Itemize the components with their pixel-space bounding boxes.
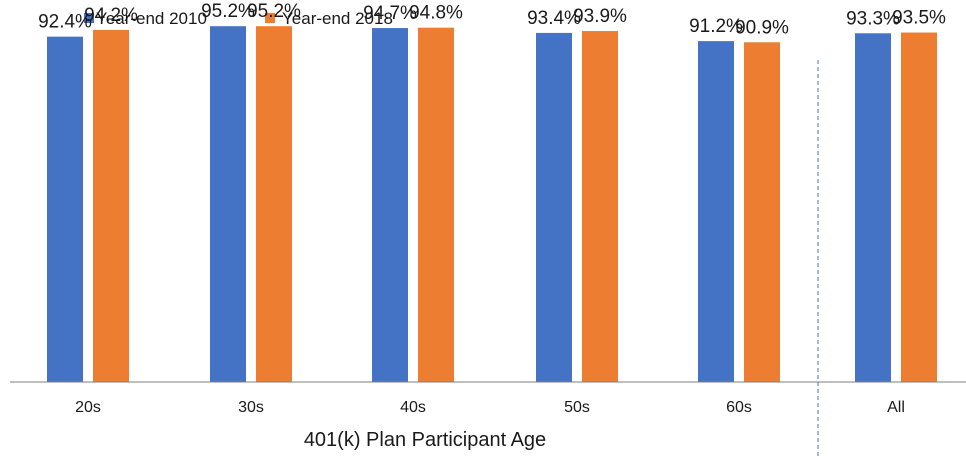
x-tick-label-50s: 50s xyxy=(564,399,590,416)
legend-item-2018: Year-end 2018 xyxy=(265,9,393,28)
legend: Year-end 2010 Year-end 2018 xyxy=(84,9,393,28)
x-tick-label-60s: 60s xyxy=(726,399,752,416)
x-axis-title: 401(k) Plan Participant Age xyxy=(304,429,546,451)
legend-item-2010: Year-end 2010 xyxy=(84,9,207,28)
bar-2018-50s xyxy=(582,31,618,383)
data-label-2018-50s: 93.9% xyxy=(573,6,627,27)
data-label-2010-all: 93.3% xyxy=(846,8,900,29)
bar-2010-20s xyxy=(47,36,83,382)
bar-2010-30s xyxy=(210,26,246,382)
bar-2018-all xyxy=(901,32,937,382)
bar-2018-60s xyxy=(744,42,780,382)
bar-2010-50s xyxy=(536,32,572,382)
plot-area: 92.4%94.2% 20s 95.2%95.2% 30s 94.7%94.8% 40s 9… xyxy=(38,1,946,416)
data-label-2018-all: 93.5% xyxy=(892,8,946,29)
data-label-2010-20s: 92.4% xyxy=(38,12,92,33)
bar-2018-30s xyxy=(256,26,292,382)
bar-2010-40s xyxy=(372,28,408,383)
x-tick-label-30s: 30s xyxy=(238,399,264,416)
bar-2018-20s xyxy=(93,29,129,383)
legend-swatch-2018 xyxy=(265,13,275,23)
data-label-2010-40s: 94.7% xyxy=(363,3,417,24)
data-label-2018-60s: 90.9% xyxy=(735,17,789,38)
data-label-2018-30s: 95.2% xyxy=(247,1,301,22)
legend-label-2010: Year-end 2010 xyxy=(96,9,207,28)
x-tick-label-40s: 40s xyxy=(400,399,426,416)
x-tick-label-20s: 20s xyxy=(75,399,101,416)
x-tick-label-all: All xyxy=(887,399,905,416)
bar-2010-60s xyxy=(698,41,734,382)
data-label-2018-40s: 94.8% xyxy=(409,3,463,24)
data-label-2010-30s: 95.2% xyxy=(201,1,255,22)
data-label-2010-50s: 93.4% xyxy=(527,8,581,29)
data-label-2010-60s: 91.2% xyxy=(689,16,743,37)
legend-label-2018: Year-end 2018 xyxy=(282,9,393,28)
bar-2018-40s xyxy=(418,27,454,383)
bar-2010-all xyxy=(855,33,891,382)
legend-swatch-2010 xyxy=(84,13,94,23)
data-label-2018-20s: 94.2% xyxy=(84,5,138,26)
